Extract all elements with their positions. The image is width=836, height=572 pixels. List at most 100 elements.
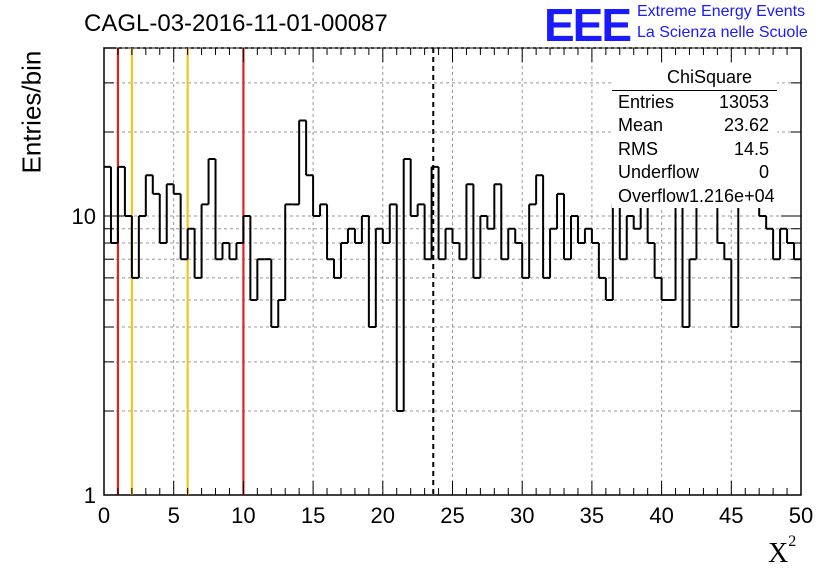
histogram-bin (277, 298, 286, 328)
stats-box: ChiSquare Entries 13053 Mean 23.62 RMS 14.5 Un… (612, 66, 777, 208)
x-tick-label: 10 (231, 503, 255, 528)
stats-label: RMS (618, 138, 658, 159)
histogram-bin (772, 228, 781, 261)
histogram-bin (681, 193, 690, 329)
histogram-bin (569, 214, 578, 260)
histogram-bin (158, 193, 167, 245)
logo-line-1: Extreme Energy Events (637, 3, 806, 20)
histogram-bin (144, 174, 153, 216)
histogram-bin (437, 166, 446, 261)
histogram-bin (333, 259, 341, 279)
histogram-bin (660, 277, 669, 301)
histogram-bin (249, 215, 258, 301)
stats-label: Underflow (618, 162, 700, 182)
histogram-bin (716, 204, 725, 245)
stats-row: RMS 14.5 (612, 138, 777, 162)
histogram-bin (688, 258, 697, 328)
histogram-bin (388, 203, 397, 244)
histogram-bin (151, 175, 160, 195)
histogram-bin (507, 227, 516, 260)
stats-value: 0 (758, 162, 769, 182)
histogram-bin (465, 183, 474, 260)
histogram-bin (723, 243, 732, 261)
histogram-bin (228, 243, 237, 261)
histogram-bin (786, 228, 795, 245)
x-axis-label: X2 (768, 532, 797, 569)
y-axis-label: Entries/bin (16, 50, 47, 174)
histogram-bin (312, 175, 321, 217)
axis-ticks: 1 10 0 5 10 15 20 25 30 35 40 45 50 (72, 47, 813, 528)
histogram-bin (409, 159, 418, 217)
stats-value: 14.5 (733, 138, 769, 159)
histogram-bin (172, 184, 181, 195)
histogram-bin (500, 184, 509, 261)
histogram-bin (451, 228, 460, 245)
histogram-bin (730, 259, 739, 329)
histogram-bin (179, 193, 188, 261)
histogram-bins (104, 119, 801, 413)
histogram-bin (186, 227, 195, 260)
marker-lines (116, 48, 435, 495)
histogram-bin (556, 192, 565, 229)
histogram-bin (130, 215, 139, 279)
x-tick-label: 35 (580, 503, 604, 528)
histogram-bin (346, 227, 355, 244)
histogram-bin (381, 228, 390, 245)
stats-row: Underflow 0 (612, 161, 777, 185)
histogram-bin (235, 242, 244, 260)
histogram-bin (597, 243, 606, 279)
histogram-bin (193, 228, 202, 279)
histogram-bin (625, 214, 634, 260)
histogram-bin (444, 227, 453, 260)
histogram-bin (207, 158, 216, 205)
histogram-bin (793, 243, 801, 261)
histogram-bin (521, 243, 530, 279)
histogram-bin (576, 215, 585, 245)
x-tick-label: 30 (510, 503, 534, 528)
histogram-bin (674, 192, 683, 300)
histogram-bin (646, 204, 655, 245)
histogram-bin (256, 258, 265, 300)
histogram-bin (305, 120, 314, 177)
stats-row: Overflow 1.216e+04 (612, 185, 777, 209)
histogram-bin (395, 204, 404, 413)
histogram-bin (493, 183, 502, 229)
stats-rows: Entries 13053 Mean 23.62 RMS 14.5 Underflow 0 Ov… (612, 91, 777, 209)
histogram-bin (416, 203, 425, 216)
histogram-bin (221, 242, 230, 260)
histogram-bin (458, 243, 467, 261)
stats-title: ChiSquare (612, 66, 777, 91)
histogram-bin (549, 227, 558, 278)
stats-row: Mean 23.62 (612, 114, 777, 138)
histogram-bin (514, 228, 523, 245)
histogram-bin (123, 166, 132, 217)
histogram-bin (242, 214, 251, 244)
histogram-bin (583, 227, 592, 244)
histogram-bin (116, 165, 125, 244)
stats-label: Overflow (618, 185, 690, 206)
histogram-bin (653, 243, 662, 279)
histogram-bin (604, 277, 613, 301)
histogram-bin (367, 215, 376, 329)
histogram-bin (632, 215, 641, 230)
histogram-bin (374, 227, 383, 328)
histogram-bin (298, 119, 307, 205)
x-tick-label: 45 (719, 503, 743, 528)
x-tick-label: 50 (789, 503, 813, 528)
logo-line-2: La Scienza nelle Scuole (637, 24, 808, 41)
histogram-bin (528, 203, 537, 278)
x-tick-label: 5 (168, 503, 180, 528)
histogram-bin (765, 215, 774, 230)
y-tick-label: 10 (72, 204, 96, 229)
histogram-bin (326, 204, 335, 261)
stats-value: 1.216e+04 (689, 185, 775, 206)
histogram-bin (353, 228, 362, 245)
histogram-bin (402, 158, 411, 412)
histogram-bin (618, 204, 627, 261)
histogram-bin (360, 214, 369, 244)
histogram-bin (270, 259, 279, 329)
histogram-bin (563, 193, 571, 261)
histogram-bin (737, 203, 746, 328)
x-tick-label: 40 (649, 503, 673, 528)
